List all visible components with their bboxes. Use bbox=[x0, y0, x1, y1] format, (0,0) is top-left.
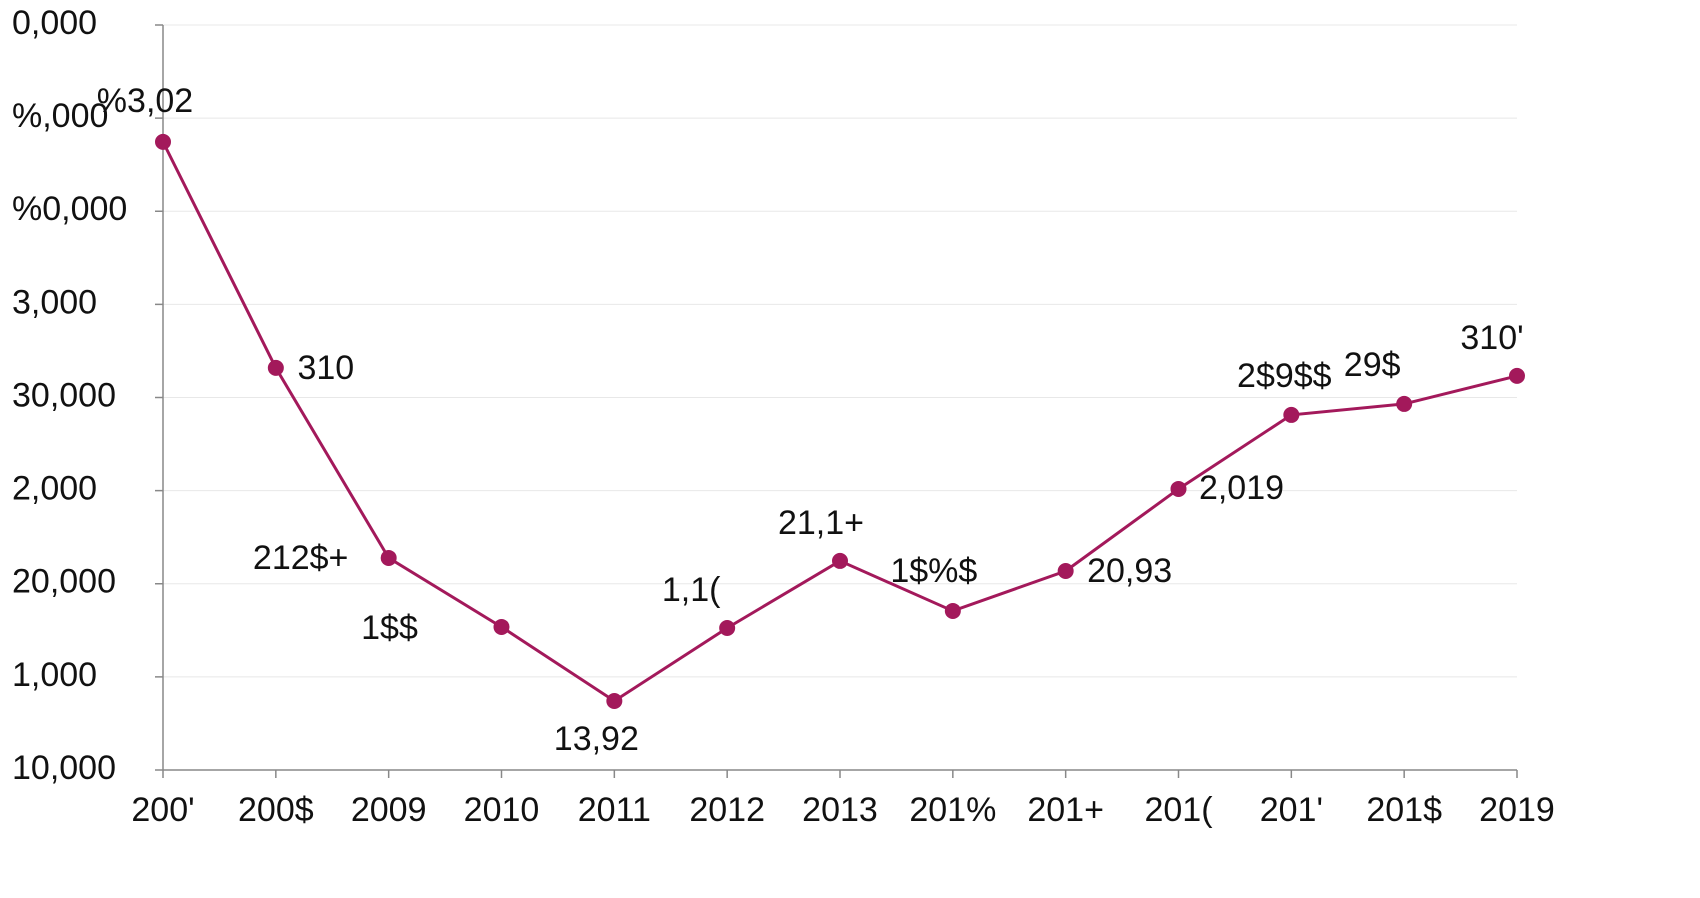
point bbox=[1170, 480, 1187, 497]
y-tick-label: %,000 bbox=[12, 97, 108, 135]
x-tick-label: 2009 bbox=[351, 791, 427, 829]
x-tick-label: 2010 bbox=[464, 791, 540, 829]
x-tick-label: 200$ bbox=[238, 791, 314, 829]
data-label: 1$%$ bbox=[890, 552, 977, 590]
x-tick-label: 2019 bbox=[1479, 791, 1555, 829]
data-label: 310 bbox=[297, 349, 354, 387]
x-tick-label: 200' bbox=[131, 791, 194, 829]
point bbox=[1509, 367, 1525, 384]
y-tick-label: 10,000 bbox=[12, 749, 116, 787]
point bbox=[1057, 562, 1074, 579]
point bbox=[832, 552, 848, 569]
point bbox=[493, 618, 510, 635]
y-tick-label: 20,000 bbox=[12, 563, 116, 601]
y-tick-label: 30,000 bbox=[12, 376, 116, 414]
data-label: 1$$ bbox=[361, 609, 418, 647]
point bbox=[1396, 395, 1413, 412]
y-tick-label: 3,000 bbox=[12, 283, 97, 321]
point bbox=[944, 602, 961, 619]
x-tick-label: 201' bbox=[1260, 791, 1323, 829]
y-tick-label: 2,000 bbox=[12, 470, 97, 508]
data-label: 29$ bbox=[1344, 346, 1401, 384]
point bbox=[606, 692, 623, 709]
y-tick-label: %0,000 bbox=[12, 190, 127, 228]
point bbox=[719, 619, 736, 636]
data-label: 2$9$$ bbox=[1237, 357, 1332, 395]
data-label: 2,019 bbox=[1199, 469, 1284, 507]
x-tick-label: 201( bbox=[1144, 791, 1213, 829]
data-label: 13,92 bbox=[554, 720, 639, 758]
x-tick-label: 201% bbox=[909, 791, 996, 829]
data-label: 310' bbox=[1460, 319, 1523, 357]
data-label: 20,93 bbox=[1087, 552, 1172, 590]
point bbox=[380, 549, 397, 566]
x-tick-label: 2011 bbox=[578, 791, 651, 829]
point bbox=[267, 359, 284, 376]
point bbox=[1283, 406, 1300, 423]
data-label: 212$+ bbox=[253, 539, 349, 577]
data-label: %3,02 bbox=[97, 82, 193, 120]
x-tick-label: 201$ bbox=[1366, 791, 1442, 829]
y-tick-label: 1,000 bbox=[12, 656, 97, 694]
data-label: 1,1( bbox=[662, 571, 721, 609]
x-tick-label: 201+ bbox=[1027, 791, 1104, 829]
x-tick-label: 2013 bbox=[802, 791, 878, 829]
y-tick-label: 0,000 bbox=[12, 4, 97, 42]
point bbox=[155, 133, 171, 150]
data-label: 21,1+ bbox=[778, 504, 864, 542]
x-tick-label: 2012 bbox=[689, 791, 765, 829]
